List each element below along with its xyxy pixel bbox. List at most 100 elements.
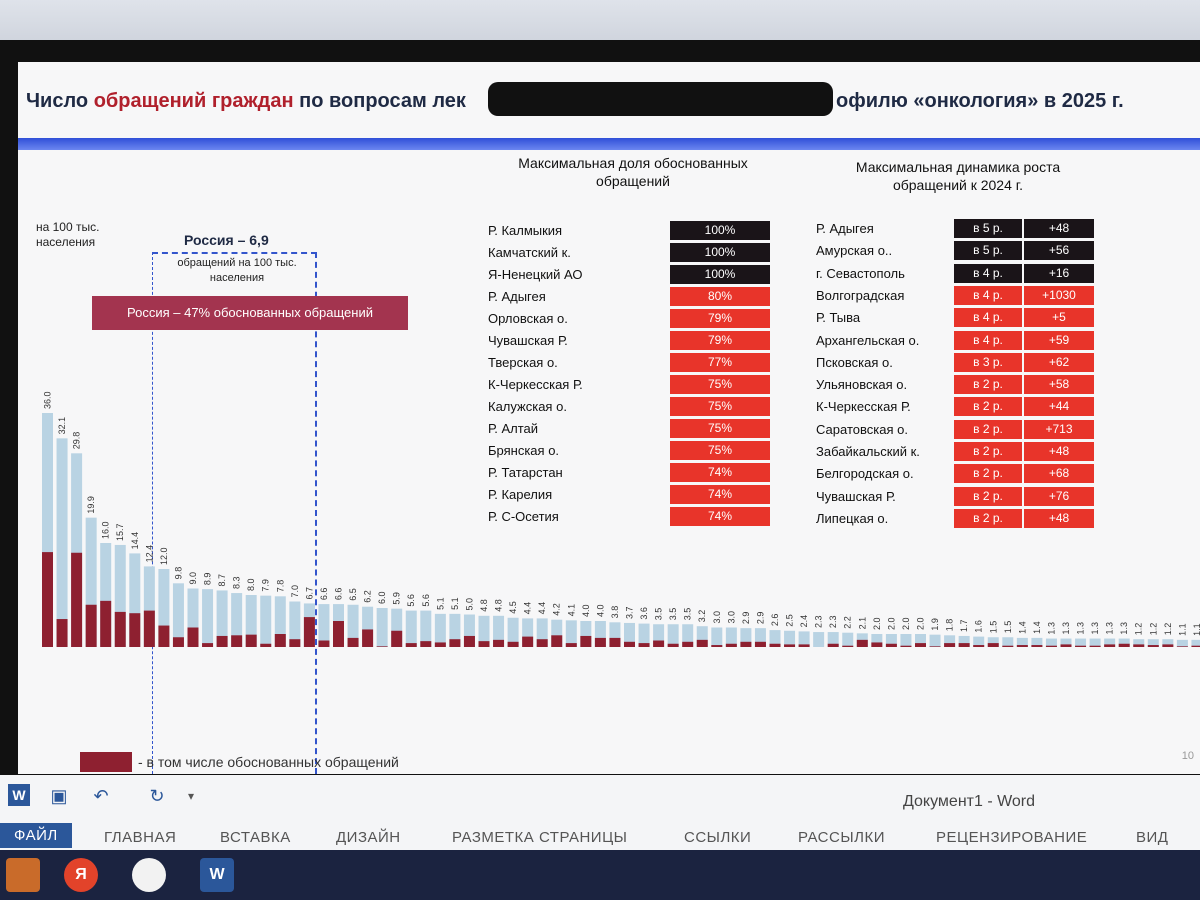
tab-view[interactable]: ВИД bbox=[1136, 829, 1169, 846]
bar-value-label: 1.4 bbox=[1032, 621, 1042, 634]
bar-value-label: 8.0 bbox=[246, 578, 256, 591]
russia-justified-pill: Россия – 47% обоснованных обращений bbox=[92, 296, 408, 330]
justified-share-cell: 100% bbox=[670, 265, 770, 284]
justified-bar bbox=[551, 635, 563, 647]
total-bar bbox=[216, 590, 228, 647]
total-bar bbox=[784, 630, 796, 647]
total-bar bbox=[129, 553, 141, 647]
tab-insert[interactable]: ВСТАВКА bbox=[220, 829, 291, 846]
total-bar bbox=[1031, 637, 1043, 647]
growth-times-cell: в 2 р. bbox=[954, 419, 1022, 439]
bar-value-label: 1.3 bbox=[1119, 622, 1129, 635]
tab-mailings[interactable]: РАССЫЛКИ bbox=[798, 829, 885, 846]
total-bar bbox=[362, 606, 374, 647]
region-name: Р. С-Осетия bbox=[488, 509, 559, 524]
left-table-row: Брянская о. 75% bbox=[488, 440, 773, 461]
tab-home[interactable]: ГЛАВНАЯ bbox=[104, 829, 177, 846]
region-name: Тверская о. bbox=[488, 355, 558, 370]
total-bar bbox=[376, 608, 388, 647]
save-icon[interactable]: ▣ bbox=[50, 786, 68, 806]
justified-bar bbox=[798, 644, 810, 647]
justified-bar bbox=[973, 645, 985, 647]
bar-value-label: 1.4 bbox=[1017, 621, 1027, 634]
bar-value-label: 2.2 bbox=[843, 616, 853, 629]
region-name: Р. Карелия bbox=[488, 487, 553, 502]
total-bar bbox=[1075, 638, 1087, 647]
bar-value-label: 1.5 bbox=[988, 621, 998, 634]
right-table-row: Р. Адыгея в 5 р. +48 bbox=[816, 218, 1101, 239]
region-name: Чувашская Р. bbox=[488, 333, 568, 348]
total-bar bbox=[1104, 638, 1116, 647]
region-name: г. Севастополь bbox=[816, 265, 905, 281]
title-part2: по вопросам лек bbox=[293, 90, 466, 112]
justified-bar bbox=[463, 635, 475, 647]
growth-delta-cell: +5 bbox=[1024, 308, 1094, 328]
region-name: Орловская о. bbox=[488, 311, 568, 326]
justified-bar bbox=[172, 637, 184, 647]
tab-review[interactable]: РЕЦЕНЗИРОВАНИЕ bbox=[936, 829, 1088, 846]
bar-value-label: 1.6 bbox=[974, 620, 984, 633]
browser-icon[interactable] bbox=[132, 858, 166, 892]
left-table-row: Р. Алтай 75% bbox=[488, 418, 773, 439]
justified-bar bbox=[1089, 645, 1101, 647]
word-taskbar-icon[interactable]: W bbox=[200, 858, 234, 892]
justified-bar bbox=[1060, 644, 1072, 647]
growth-delta-cell: +16 bbox=[1024, 263, 1094, 283]
justified-share-cell: 75% bbox=[670, 419, 770, 438]
region-name: Р. Адыгея bbox=[816, 221, 874, 236]
region-name: Липецкая о. bbox=[816, 510, 889, 526]
total-bar bbox=[769, 630, 781, 647]
justified-bar bbox=[362, 629, 374, 647]
total-bar bbox=[1016, 637, 1028, 647]
region-name: Саратовская о. bbox=[816, 421, 908, 437]
total-bar bbox=[653, 624, 665, 647]
growth-delta-cell: +713 bbox=[1024, 419, 1094, 439]
total-bar bbox=[318, 604, 330, 647]
justified-bar bbox=[42, 552, 53, 647]
bar-value-label: 4.2 bbox=[552, 603, 562, 616]
total-bar bbox=[1162, 639, 1174, 647]
right-table-row: Саратовская о. в 2 р. +713 bbox=[816, 419, 1101, 440]
total-bar bbox=[202, 589, 214, 647]
region-name: Забайкальский к. bbox=[816, 444, 920, 459]
justified-share-cell: 74% bbox=[670, 485, 770, 504]
region-name: Р. Адыгея bbox=[488, 289, 546, 304]
customize-qat-icon[interactable]: ▾ bbox=[187, 789, 195, 803]
total-bar bbox=[827, 632, 839, 647]
tab-layout[interactable]: РАЗМЕТКА СТРАНИЦЫ bbox=[452, 829, 628, 846]
undo-icon[interactable]: ↶ bbox=[93, 786, 109, 806]
growth-delta-cell: +76 bbox=[1024, 486, 1094, 506]
justified-bar bbox=[653, 640, 665, 647]
tab-file[interactable]: ФАЙЛ bbox=[0, 823, 72, 848]
total-bar bbox=[1060, 638, 1072, 647]
total-bar bbox=[638, 623, 650, 647]
yandex-browser-icon[interactable]: Я bbox=[64, 858, 98, 892]
growth-times-cell: в 4 р. bbox=[954, 330, 1022, 350]
justified-bar bbox=[1147, 645, 1159, 647]
bar-value-label: 3.0 bbox=[712, 611, 722, 624]
total-bar bbox=[624, 622, 635, 647]
right-table-row: г. Севастополь в 4 р. +16 bbox=[816, 263, 1101, 284]
total-bar bbox=[507, 617, 519, 647]
bar-value-label: 2.3 bbox=[828, 616, 838, 629]
right-table-row: Чувашская Р. в 2 р. +76 bbox=[816, 486, 1101, 507]
tab-references[interactable]: ССЫЛКИ bbox=[684, 829, 752, 846]
growth-times-cell: в 5 р. bbox=[954, 241, 1022, 261]
folder-icon[interactable] bbox=[6, 858, 40, 892]
tab-design[interactable]: ДИЗАЙН bbox=[336, 829, 401, 846]
total-bar bbox=[1133, 639, 1145, 647]
justified-bar bbox=[143, 610, 155, 647]
bar-value-label: 1.3 bbox=[1061, 622, 1071, 635]
right-table-row: Амурская о.. в 5 р. +56 bbox=[816, 240, 1101, 261]
justified-bar bbox=[202, 643, 214, 647]
word-window-bar: W ▣ ↶ ↻ ▾ Документ1 - Word ФАЙЛ ГЛАВНАЯ … bbox=[0, 775, 1200, 850]
redo-icon[interactable]: ↻ bbox=[149, 786, 165, 806]
justified-bar bbox=[333, 621, 344, 647]
justified-share-cell: 75% bbox=[670, 397, 770, 416]
taskbar: Я W bbox=[0, 850, 1200, 900]
total-bar bbox=[463, 614, 475, 647]
total-bar bbox=[260, 595, 272, 647]
bar-value-label: 2.9 bbox=[741, 612, 751, 625]
y-axis-label: на 100 тыс. населения bbox=[36, 220, 100, 249]
right-table-row: Липецкая о. в 2 р. +48 bbox=[816, 508, 1101, 529]
